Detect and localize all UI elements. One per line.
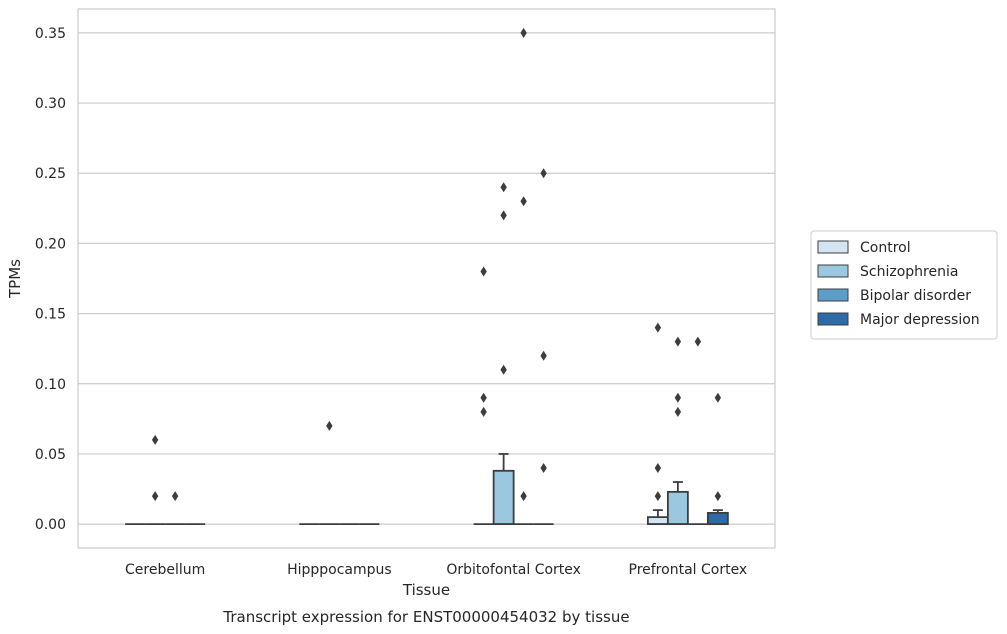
box-schizophrenia <box>666 336 689 526</box>
outlier-point <box>654 491 662 502</box>
outlier-point <box>326 420 333 431</box>
outlier-point <box>654 462 662 473</box>
y-tick-labels: 0.00 0.05 0.10 0.15 0.20 0.25 0.30 0.35 <box>35 26 66 533</box>
plot-frame <box>77 8 776 549</box>
x-tick-label: Cerebellum <box>125 562 205 578</box>
box-major-depression <box>706 392 729 526</box>
outlier-point <box>500 210 507 221</box>
y-tick-label: 0.20 <box>35 236 66 252</box>
outlier-point <box>520 27 527 38</box>
legend-swatch <box>817 288 849 302</box>
box-schizophrenia <box>492 182 515 526</box>
outlier-point <box>674 336 682 347</box>
outlier-point <box>694 336 702 347</box>
legend-swatch <box>817 312 849 326</box>
box-schizophrenia <box>319 420 340 526</box>
y-tick-label: 0.10 <box>35 377 66 393</box>
box-major-depression <box>533 168 554 526</box>
legend-swatch <box>817 240 849 254</box>
x-tick-label: Hipppocampus <box>287 562 392 578</box>
outlier-point <box>480 266 487 277</box>
outlier-point <box>540 168 547 179</box>
outlier-point <box>674 392 682 403</box>
box-control <box>646 322 669 526</box>
x-axis-label: Tissue <box>402 581 450 599</box>
legend-label: Schizophrenia <box>860 264 958 280</box>
x-tick-label: Prefrontal Cortex <box>629 562 748 578</box>
outlier-point <box>480 406 487 417</box>
x-tick-label: Orbitofontal Cortex <box>446 562 581 578</box>
outlier-point <box>171 491 179 502</box>
outlier-point <box>480 392 487 403</box>
outlier-point <box>500 182 507 193</box>
y-tick-label: 0.15 <box>35 307 66 323</box>
outlier-point <box>540 350 547 361</box>
grid-lines <box>78 32 775 525</box>
box-body <box>666 490 689 526</box>
x-tick-labels: Cerebellum Hipppocampus Orbitofontal Corte… <box>125 562 747 578</box>
box-control <box>473 266 494 526</box>
outlier-point <box>500 364 507 375</box>
outlier-point <box>520 491 527 502</box>
y-tick-label: 0.35 <box>35 26 66 42</box>
y-tick-label: 0.25 <box>35 166 66 182</box>
legend-label: Major depression <box>860 312 980 328</box>
box-schizophrenia <box>145 434 166 526</box>
box-body <box>646 516 669 526</box>
outlier-point <box>151 491 159 502</box>
legend-swatch <box>817 264 849 278</box>
box-bipolar-disorder <box>687 336 708 526</box>
outlier-point <box>540 462 547 473</box>
y-tick-label: 0.30 <box>35 96 66 112</box>
y-axis-label: TPMs <box>6 259 24 299</box>
box-bipolar-disorder <box>165 491 186 526</box>
chart-title: Transcript expression for ENST0000045403… <box>222 608 629 626</box>
y-tick-label: 0.05 <box>35 447 66 463</box>
legend-label: Control <box>860 240 911 256</box>
outlier-point <box>520 196 527 207</box>
outlier-point <box>714 392 722 403</box>
box-body <box>706 512 729 526</box>
box-bipolar-disorder <box>513 27 534 526</box>
y-tick-label: 0.00 <box>35 517 66 533</box>
legend-frame <box>810 230 998 340</box>
outlier-point <box>151 434 159 445</box>
legend: Control Schizophrenia Bipolar disorder Majo… <box>810 230 998 340</box>
outlier-point <box>654 322 662 333</box>
outlier-point <box>714 491 722 502</box>
outlier-point <box>674 406 682 417</box>
legend-label: Bipolar disorder <box>860 288 971 304</box>
box-series <box>125 27 729 526</box>
box-body <box>492 469 515 526</box>
